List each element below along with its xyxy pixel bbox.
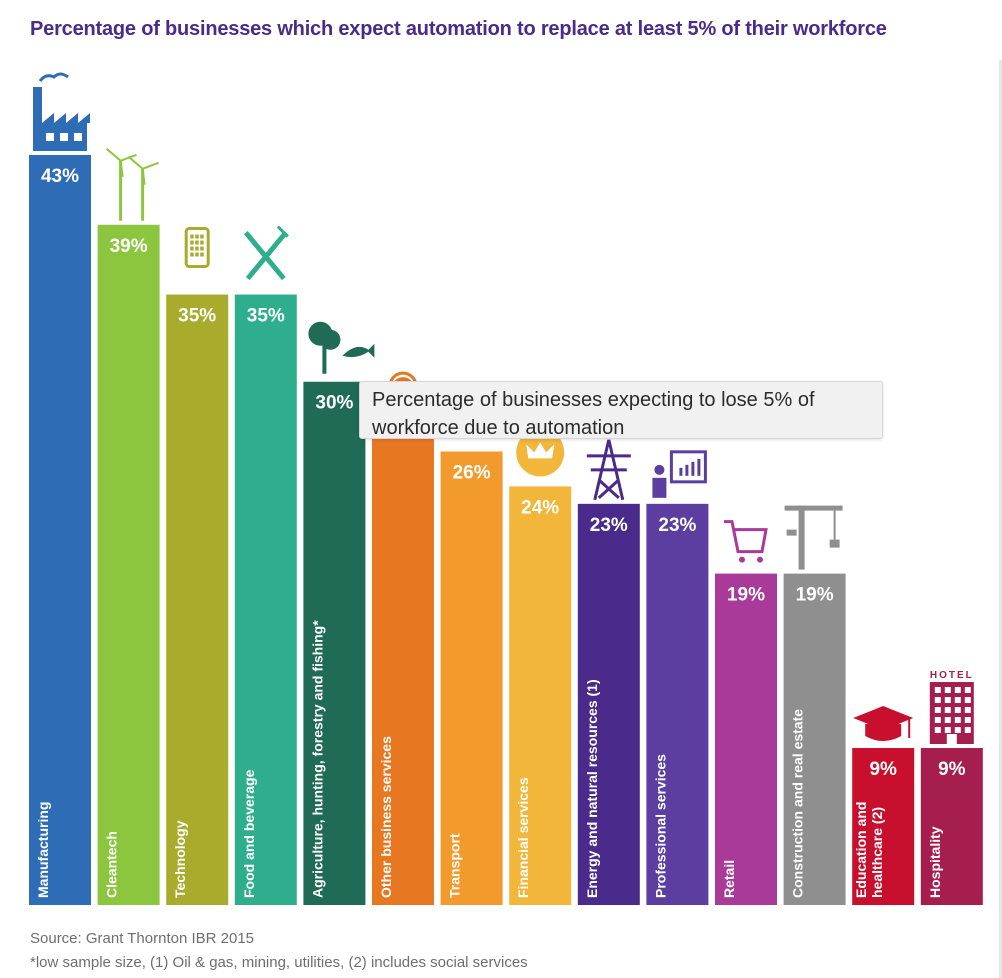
bar-rect[interactable]: [783, 573, 846, 905]
bar-technology[interactable]: 35% Technology: [166, 227, 229, 905]
shopping-cart-icon: [724, 520, 768, 563]
hotel-sign-text: HOTEL: [930, 670, 974, 681]
bar-rect[interactable]: [715, 573, 777, 905]
bar-transport[interactable]: 26% Transport: [440, 451, 503, 905]
category-label: Professional services: [652, 754, 668, 898]
bar-retail[interactable]: 19% Retail: [715, 520, 777, 905]
bar-value-label: 43%: [41, 166, 79, 187]
bar-other-business-services[interactable]: Other business services: [372, 371, 434, 905]
category-label: Hospitality: [927, 826, 943, 898]
power-pylon-icon: [586, 439, 631, 501]
bar-professional-services[interactable]: 23% Professional services: [646, 450, 709, 905]
source-note: Source: Grant Thornton IBR 2015: [30, 930, 255, 947]
wind-turbine-icon: [105, 148, 159, 221]
bar-value-label: 35%: [178, 306, 216, 327]
bar-rect[interactable]: [97, 224, 160, 905]
category-label: Cleantech: [104, 831, 120, 898]
bar-value-label: 30%: [315, 393, 353, 414]
bar-rect[interactable]: [372, 434, 434, 905]
crane-icon: [784, 505, 843, 570]
bar-rect[interactable]: [646, 503, 709, 905]
category-label: Food and beverage: [241, 769, 257, 898]
bar-manufacturing[interactable]: 43% Manufacturing: [29, 72, 91, 905]
bar-rect[interactable]: [440, 451, 503, 905]
crown-coin-icon: [516, 428, 565, 477]
bar-value-label: 19%: [796, 585, 834, 606]
mobile-phone-icon: [184, 227, 210, 269]
chart-tooltip: Percentage of businesses expecting to lo…: [359, 381, 883, 439]
category-label: Financial services: [515, 777, 531, 898]
category-label: Energy and natural resources (1): [584, 679, 600, 898]
bar-value-label: 35%: [247, 306, 285, 327]
bar-value-label: 26%: [453, 463, 491, 484]
scrollbar-edge: [999, 60, 1002, 978]
bar-construction-and-real-estate[interactable]: 19% Construction and real estate: [783, 505, 846, 905]
tree-fish-icon: [308, 321, 375, 374]
bar-agriculture-hunting-forestry-and-fishing[interactable]: 30% Agriculture, hunting, forestry and fi…: [303, 321, 375, 906]
factory-icon: [33, 72, 90, 151]
category-label: Technology: [172, 820, 188, 898]
category-label: Other business services: [378, 736, 394, 898]
bar-hospitality[interactable]: HOTEL 9% Hospitality: [920, 670, 983, 905]
bar-financial-services[interactable]: 24% Financial services: [509, 428, 572, 905]
bar-chart: 43% Manufacturing 39% Cleantech 35% Technolog…: [29, 72, 983, 906]
presenter-chart-icon: [652, 450, 707, 498]
bar-rect[interactable]: [166, 294, 229, 905]
bar-rect[interactable]: [29, 155, 91, 905]
bar-value-label: 23%: [658, 515, 696, 536]
bar-rect[interactable]: [234, 294, 297, 905]
bar-education-and-healthcare-2[interactable]: 9% Education and healthcare (2): [852, 706, 915, 905]
hotel-icon: HOTEL: [929, 670, 974, 745]
category-label: Manufacturing: [35, 802, 51, 898]
bar-cleantech[interactable]: 39% Cleantech: [97, 148, 160, 905]
bar-rect[interactable]: [577, 503, 640, 905]
category-label: Retail: [721, 860, 737, 898]
bar-rect[interactable]: [303, 381, 366, 906]
footnote: *low sample size, (1) Oil & gas, mining,…: [30, 954, 528, 971]
fork-knife-icon: [243, 225, 289, 281]
bar-food-and-beverage[interactable]: 35% Food and beverage: [234, 225, 297, 905]
bar-value-label: 23%: [590, 515, 628, 536]
category-label: Education and healthcare (2): [853, 798, 885, 898]
bar-rect[interactable]: [920, 748, 983, 905]
bar-rect[interactable]: [852, 748, 915, 905]
category-label: Agriculture, hunting, forestry and fishi…: [309, 620, 325, 898]
bar-rect[interactable]: [509, 486, 572, 905]
bar-value-label: 39%: [110, 236, 148, 257]
graduation-cap-icon: [853, 706, 914, 742]
bar-value-label: 9%: [869, 759, 897, 780]
bar-value-label: 19%: [727, 585, 765, 606]
chart-title: Percentage of businesses which expect au…: [30, 18, 887, 40]
bar-energy-and-natural-resources-1[interactable]: 23% Energy and natural resources (1): [577, 439, 640, 905]
category-label: Construction and real estate: [790, 709, 806, 898]
bar-value-label: 9%: [938, 759, 966, 780]
category-label: Transport: [447, 833, 463, 898]
bar-value-label: 24%: [521, 497, 559, 518]
